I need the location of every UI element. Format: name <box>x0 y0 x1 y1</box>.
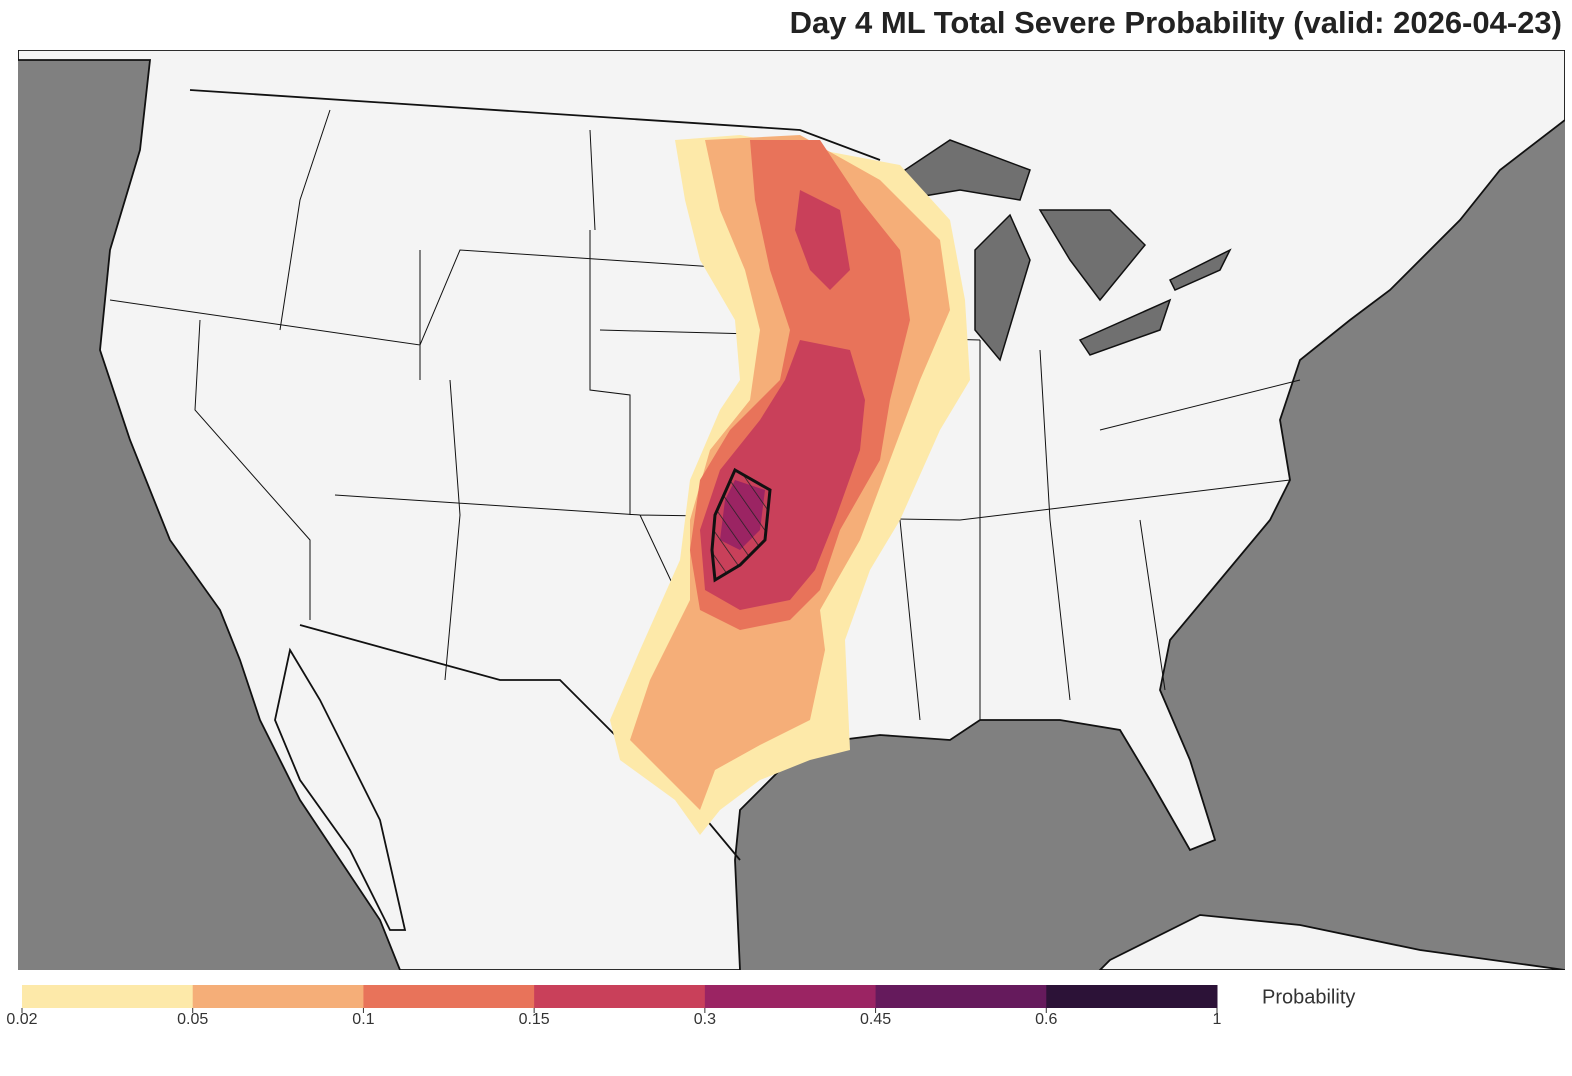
baja <box>274 647 407 931</box>
colorbar-segment <box>875 985 1047 1008</box>
colorbar-tick-label: 0.15 <box>519 1011 550 1028</box>
map <box>18 50 1565 970</box>
colorbar-segment <box>192 985 364 1008</box>
colorbar-tick-label: 0.6 <box>1035 1011 1057 1028</box>
colorbar-tick-label: 0.45 <box>860 1011 891 1028</box>
colorbar-tick-label: 1 <box>1213 1011 1222 1028</box>
title: Day 4 ML Total Severe Probability (valid… <box>790 5 1562 40</box>
colorbar-segment <box>22 985 194 1008</box>
colorbar-tick-label: 0.1 <box>352 1011 374 1028</box>
colorbar-segment <box>363 985 535 1008</box>
colorbar-label: Probability <box>1262 986 1355 1008</box>
great-lakes <box>889 139 1232 362</box>
colorbar-tick-label: 0.3 <box>694 1011 716 1028</box>
colorbar-segment <box>704 985 877 1008</box>
colorbar: 0.02 0.05 0.1 0.15 0.3 0.45 0.6 1 <box>6 985 1222 1028</box>
cuba <box>1098 914 1565 970</box>
colorbar-tick-label: 0.05 <box>177 1011 208 1028</box>
colorbar-segment <box>1046 985 1218 1008</box>
significant-hatch <box>710 467 772 583</box>
colorbar-segment <box>534 985 706 1008</box>
colorbar-tick-label: 0.02 <box>6 1011 37 1028</box>
